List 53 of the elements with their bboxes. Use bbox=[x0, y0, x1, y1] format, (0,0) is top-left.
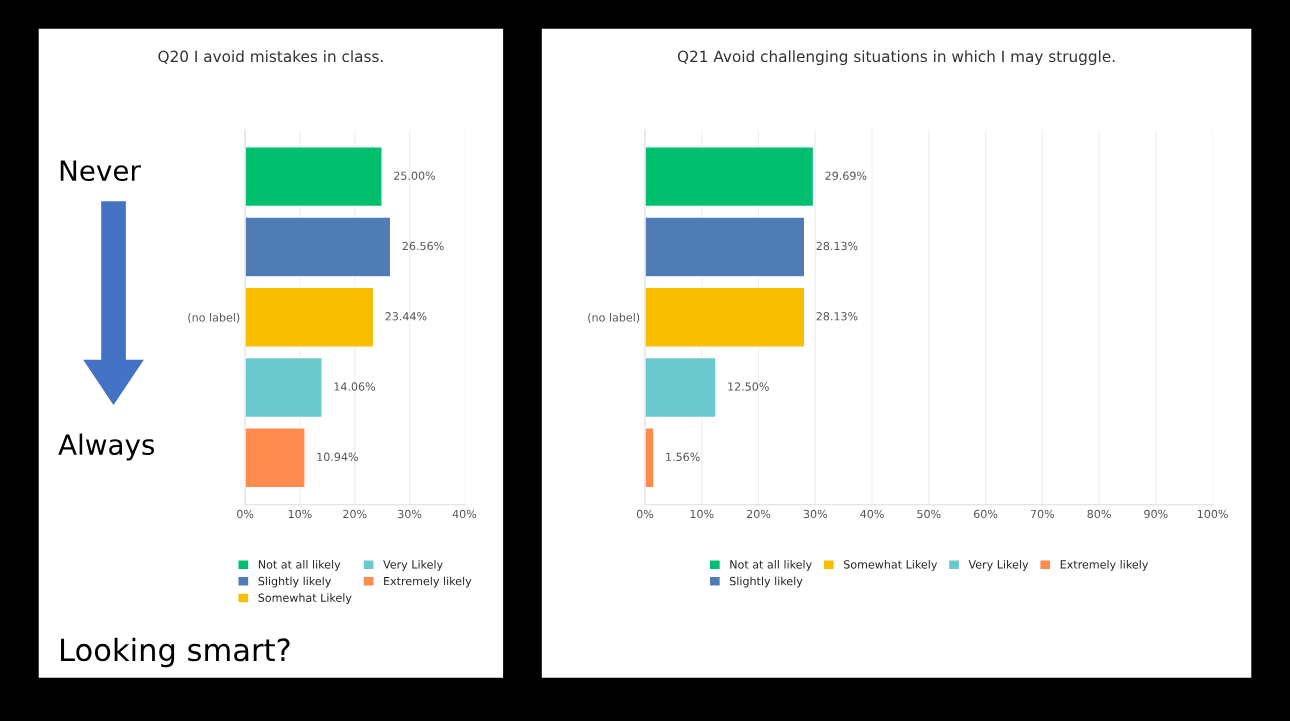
legend-label: Extremely likely bbox=[1060, 560, 1149, 571]
legend-label: Slightly likely bbox=[729, 576, 803, 588]
bar bbox=[645, 286, 806, 348]
bar bbox=[245, 146, 383, 208]
legend-label: Not at all likely bbox=[730, 560, 812, 571]
x-tick-label: 100% bbox=[1197, 509, 1228, 519]
bar bbox=[245, 286, 375, 348]
legend-label: Slightly likely bbox=[258, 576, 332, 588]
x-tick-label: 40% bbox=[452, 509, 477, 519]
chart-title: Q20 I avoid mistakes in class. bbox=[158, 50, 383, 64]
data-label: 1.56% bbox=[666, 452, 700, 462]
bar bbox=[645, 427, 655, 489]
legend-label: Somewhat Likely bbox=[258, 593, 352, 605]
x-tick-label: 70% bbox=[1030, 509, 1055, 519]
y-tick-label: (no label) bbox=[588, 313, 640, 323]
x-tick-label: 10% bbox=[690, 509, 714, 519]
data-label: 26.56% bbox=[402, 241, 444, 251]
bar bbox=[245, 427, 306, 489]
bar bbox=[645, 216, 806, 278]
data-label: 29.69% bbox=[825, 171, 867, 180]
text: Never bbox=[60, 160, 141, 182]
x-tick-label: 0% bbox=[237, 509, 254, 519]
y-tick-label: (no label) bbox=[188, 313, 240, 323]
text: Always bbox=[58, 433, 155, 461]
data-label: 25.00% bbox=[394, 171, 436, 180]
legend-label: Not at all likely bbox=[258, 560, 341, 571]
x-tick-label: 80% bbox=[1087, 509, 1111, 519]
x-tick-label: 20% bbox=[746, 509, 771, 519]
data-label: 10.94% bbox=[317, 452, 358, 462]
data-label: 28.13% bbox=[816, 241, 858, 251]
bar bbox=[645, 146, 815, 208]
x-tick-label: 40% bbox=[860, 509, 884, 519]
data-label: 23.44% bbox=[385, 312, 427, 321]
data-label: 14.06% bbox=[334, 382, 376, 391]
legend-label: Very Likely bbox=[383, 560, 443, 571]
data-label: 28.13% bbox=[816, 312, 858, 321]
x-tick-label: 20% bbox=[343, 509, 367, 519]
x-tick-label: 10% bbox=[288, 509, 312, 519]
chart-title: Q21 Avoid challenging situations in which I may struggle. bbox=[677, 50, 1115, 66]
x-tick-label: 50% bbox=[917, 509, 941, 519]
bar bbox=[645, 356, 717, 419]
text: Looking smart? bbox=[61, 637, 290, 668]
bar bbox=[245, 356, 323, 419]
legend-label: Extremely likely bbox=[384, 576, 472, 588]
x-tick-label: 30% bbox=[803, 509, 828, 519]
data-label: 12.50% bbox=[728, 382, 769, 391]
bar bbox=[245, 216, 392, 278]
x-tick-label: 0% bbox=[636, 509, 654, 519]
legend-label: Somewhat Likely bbox=[844, 560, 938, 571]
x-tick-label: 30% bbox=[398, 509, 422, 519]
x-tick-label: 90% bbox=[1144, 509, 1168, 519]
x-tick-label: 60% bbox=[973, 509, 998, 519]
legend-label: Very Likely bbox=[968, 560, 1029, 571]
